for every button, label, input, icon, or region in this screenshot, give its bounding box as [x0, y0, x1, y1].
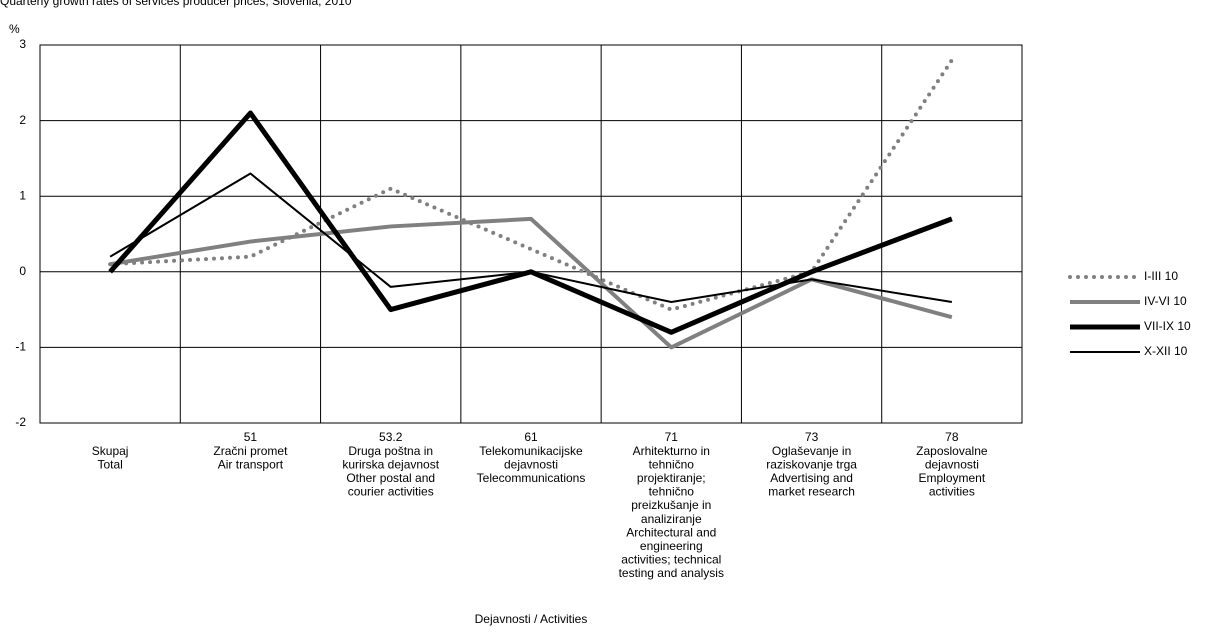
- y-axis-label: %: [9, 22, 20, 36]
- x-tick-label: tehnično: [649, 485, 695, 499]
- x-tick-label: tehnično: [649, 457, 695, 471]
- x-tick-label: courier activities: [348, 485, 434, 499]
- x-tick-label: testing and analysis: [619, 566, 724, 580]
- x-tick-label: Architectural and: [626, 525, 716, 539]
- x-tick-label: kurirska dejavnost: [342, 457, 439, 471]
- x-tick-label: Arhitekturno in: [633, 444, 710, 458]
- y-tick-label: 3: [19, 37, 26, 51]
- chart-title: Quarterly growth rates of services produ…: [0, 0, 352, 8]
- x-tick-label: activities; technical: [621, 553, 721, 567]
- y-tick-label: -1: [15, 340, 26, 354]
- x-tick-label: 53.2: [379, 430, 403, 444]
- x-tick-label: Telecommunications: [477, 471, 586, 485]
- x-tick-label: Skupaj: [92, 444, 129, 458]
- x-tick-label: activities: [929, 485, 975, 499]
- x-tick-label: 71: [665, 430, 679, 444]
- y-tick-label: -2: [15, 415, 26, 429]
- x-axis-label: Dejavnosti / Activities: [475, 612, 588, 626]
- series-line: [109, 172, 953, 304]
- x-tick-label: Employment: [919, 471, 986, 485]
- x-tick-label: Druga poštna in: [348, 444, 433, 458]
- x-tick-label: Total: [97, 457, 122, 471]
- x-tick-label: Oglaševanje in: [772, 444, 851, 458]
- legend-label: I-III 10: [1144, 269, 1178, 283]
- x-tick-label: Air transport: [218, 457, 284, 471]
- x-tick-label: Other postal and: [346, 471, 435, 485]
- x-tick-label: Telekomunikacijske: [479, 444, 583, 458]
- x-tick-label: market research: [768, 485, 855, 499]
- y-tick-label: 0: [19, 264, 26, 278]
- x-tick-label: Advertising and: [770, 471, 853, 485]
- legend-label: VII-IX 10: [1144, 319, 1191, 333]
- x-tick-label: raziskovanje trga: [766, 457, 857, 471]
- x-tick-label: 51: [244, 430, 258, 444]
- series-line: [108, 110, 953, 335]
- y-tick-label: 2: [19, 113, 26, 127]
- legend-label: X-XII 10: [1144, 344, 1188, 358]
- x-tick-label: 61: [524, 430, 538, 444]
- x-tick-label: preizkušanje in: [631, 498, 711, 512]
- series-line: [109, 216, 953, 350]
- plot-frame: [39, 44, 1023, 424]
- x-tick-label: dejavnosti: [925, 457, 979, 471]
- series-line: [108, 58, 954, 312]
- x-tick-label: projektiranje;: [637, 471, 706, 485]
- y-tick-label: 1: [19, 188, 26, 202]
- legend-label: IV-VI 10: [1144, 294, 1187, 308]
- x-tick-label: engineering: [640, 539, 703, 553]
- x-tick-label: 73: [805, 430, 819, 444]
- x-tick-label: dejavnosti: [504, 457, 558, 471]
- x-tick-label: analiziranje: [641, 512, 702, 526]
- x-tick-label: Zaposlovalne: [916, 444, 988, 458]
- x-tick-label: 78: [945, 430, 959, 444]
- x-tick-label: Zračni promet: [213, 444, 288, 458]
